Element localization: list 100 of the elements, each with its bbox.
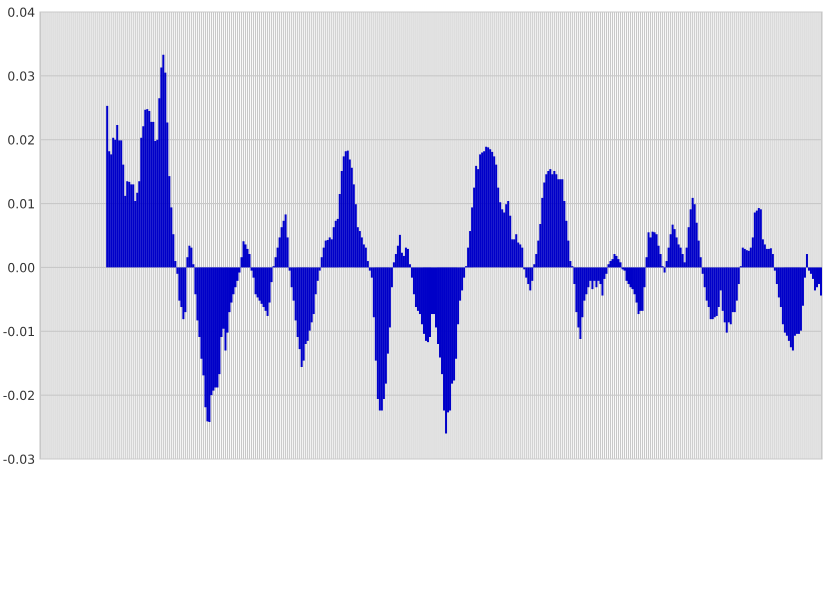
bar bbox=[244, 244, 247, 268]
bar bbox=[406, 248, 409, 268]
bar bbox=[680, 248, 682, 268]
bar bbox=[744, 248, 746, 268]
bar bbox=[642, 267, 644, 311]
bar bbox=[404, 248, 407, 268]
bar bbox=[814, 267, 816, 290]
y-tick-label: 0.00 bbox=[8, 262, 34, 272]
bar bbox=[398, 234, 401, 268]
bar bbox=[820, 267, 822, 296]
bar bbox=[529, 267, 532, 290]
bar bbox=[146, 109, 148, 268]
bar bbox=[664, 267, 666, 273]
bar bbox=[638, 267, 640, 314]
bar bbox=[485, 146, 488, 268]
bar bbox=[364, 248, 367, 268]
bar bbox=[760, 209, 762, 268]
y-tick-label: -0.02 bbox=[3, 390, 34, 400]
bar bbox=[493, 156, 496, 268]
bar bbox=[746, 250, 748, 268]
bar bbox=[672, 224, 674, 268]
bar bbox=[625, 267, 628, 281]
bar bbox=[487, 147, 490, 268]
bar bbox=[595, 267, 598, 288]
bar bbox=[126, 181, 128, 268]
bar bbox=[344, 151, 347, 268]
bar bbox=[692, 198, 694, 268]
bar bbox=[609, 261, 612, 268]
bar bbox=[656, 234, 658, 268]
bar bbox=[579, 267, 582, 339]
bar bbox=[758, 208, 760, 268]
bar bbox=[547, 171, 550, 268]
bar bbox=[206, 267, 208, 422]
bar bbox=[640, 267, 642, 311]
bar bbox=[254, 267, 257, 294]
bar bbox=[284, 214, 287, 268]
bar bbox=[489, 149, 492, 268]
bar bbox=[591, 267, 594, 290]
bar bbox=[190, 248, 192, 268]
bar bbox=[808, 267, 810, 271]
bar bbox=[378, 267, 381, 410]
bar bbox=[491, 152, 494, 268]
bar bbox=[521, 248, 524, 268]
bar bbox=[800, 267, 802, 331]
bar bbox=[628, 267, 630, 284]
bar bbox=[816, 267, 818, 288]
bar bbox=[306, 267, 309, 341]
bar bbox=[358, 231, 361, 268]
bar bbox=[784, 267, 786, 333]
bar bbox=[242, 241, 245, 268]
bar bbox=[475, 166, 478, 268]
bar bbox=[607, 264, 610, 268]
bar bbox=[479, 154, 482, 268]
bar bbox=[714, 267, 716, 318]
bar bbox=[414, 267, 417, 308]
bar bbox=[770, 248, 772, 268]
bar bbox=[334, 220, 337, 268]
bar bbox=[120, 140, 122, 268]
y-tick-label: 0.04 bbox=[8, 7, 34, 17]
bar bbox=[768, 248, 770, 268]
bar bbox=[300, 267, 303, 368]
bar bbox=[748, 250, 750, 268]
bar bbox=[555, 174, 558, 268]
y-tick-label: 0.02 bbox=[8, 135, 34, 145]
y-tick-label: -0.01 bbox=[3, 326, 34, 336]
bar bbox=[515, 234, 518, 268]
y-tick-label: -0.03 bbox=[3, 454, 34, 464]
bar bbox=[416, 267, 419, 311]
bar bbox=[806, 254, 808, 268]
bar bbox=[162, 54, 164, 268]
bar bbox=[710, 267, 712, 320]
bar bbox=[130, 184, 132, 268]
bar bbox=[549, 169, 552, 268]
bar bbox=[188, 246, 190, 268]
bar bbox=[505, 204, 508, 268]
bar bbox=[712, 267, 714, 320]
bar bbox=[182, 267, 184, 320]
bar bbox=[766, 248, 768, 268]
bar bbox=[553, 171, 556, 268]
bar bbox=[246, 248, 249, 268]
bar bbox=[132, 184, 134, 268]
bar bbox=[716, 267, 718, 316]
bar bbox=[144, 110, 146, 268]
y-tick-label: 0.03 bbox=[8, 71, 34, 81]
y-tick-label: 0.01 bbox=[8, 199, 34, 208]
bar bbox=[346, 150, 349, 268]
bar bbox=[545, 174, 548, 268]
bar bbox=[619, 262, 622, 268]
bar bbox=[326, 240, 329, 268]
bar bbox=[726, 267, 728, 333]
bar bbox=[507, 201, 510, 268]
bar bbox=[324, 240, 327, 268]
bar bbox=[615, 256, 618, 268]
bar bbox=[424, 267, 427, 341]
bar bbox=[519, 244, 522, 268]
bar bbox=[106, 106, 108, 268]
bar bbox=[148, 110, 150, 268]
bar bbox=[617, 259, 620, 268]
bar bbox=[224, 267, 226, 350]
bar bbox=[128, 182, 130, 268]
